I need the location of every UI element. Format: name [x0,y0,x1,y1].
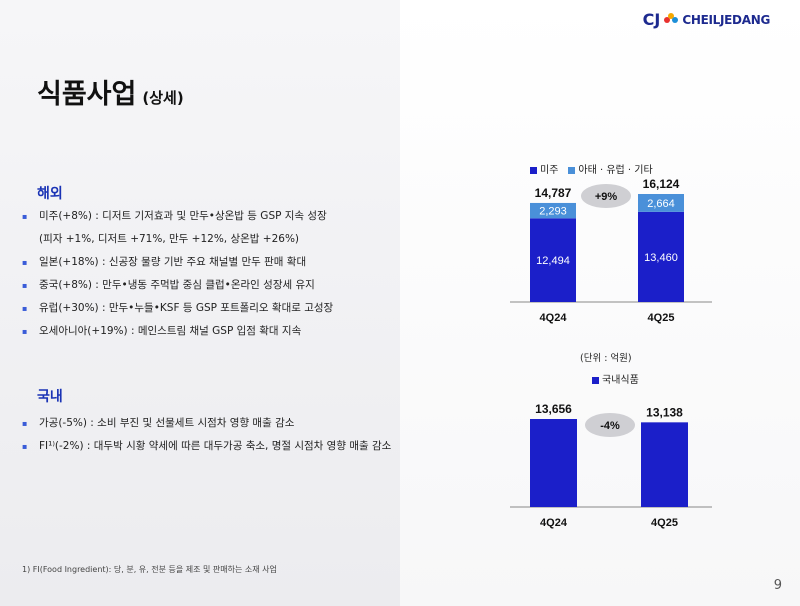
bar-segment-apac-europe-etc [638,194,684,212]
data-label: 13,656 [535,402,572,416]
list-item: FI¹⁾(-2%) : 대두박 시황 약세에 따른 대두가공 축소, 명절 시점… [22,435,391,458]
overseas-list: 미주(+8%) : 디저트 기저효과 및 만두•상온밥 등 GSP 지속 성장 … [22,205,333,343]
list-item: 일본(+18%) : 신공장 물량 기반 주요 채널별 만두 판매 확대 [22,251,333,274]
legend-swatch [530,166,537,174]
legend-label: 아태 · 유럽 · 기타 [578,165,653,176]
unit-label: (단위 : 억원) [580,353,632,364]
category-label: 4Q25 [651,517,678,529]
legend-item-americas: 미주 [530,161,558,176]
bar-domestic-food [641,422,688,507]
logo-mark-icon [664,12,679,27]
chart-domestic-food-sales: 13,656 4Q24 13,138 4Q25 -4% [510,402,712,529]
list-item-continuation: (피자 +1%, 디저트 +71%, 만두 +12%, 상온밥 +26%) [39,233,300,245]
page-title-sub: (상세) [142,89,184,107]
logo-company-name: CHEILJEDANG [682,12,770,27]
section-heading-overseas: 해외 [37,186,63,202]
chart-overseas-sales: 12,494 2,293 14,787 4Q24 13,460 2,664 16,124 4Q… [510,177,712,324]
growth-label: -4% [600,420,620,432]
category-label: 4Q24 [540,312,568,324]
legend-item-domestic-food: 국내식품 [592,371,639,386]
growth-badge [585,413,635,437]
legend-label: 미주 [540,165,559,176]
chart2-legend: 국내식품 [592,371,639,386]
data-label: 13,460 [644,252,678,264]
list-item: 미주(+8%) : 디저트 기저효과 및 만두•상온밥 등 GSP 지속 성장 [22,205,333,228]
list-item: 유럽(+30%) : 만두•누들•KSF 등 GSP 포트폴리오 확대로 고성장 [22,297,333,320]
bar-segment-americas [530,218,576,302]
page-title-main: 식품사업 [37,79,137,110]
total-label: 16,124 [643,177,680,191]
list-item: 오세아니아(+19%) : 메인스트림 채널 GSP 입점 확대 지속 [22,320,333,343]
company-logo: CJ CHEILJEDANG [642,10,771,29]
logo-cj-text: CJ [642,10,661,29]
growth-label: +9% [595,191,618,203]
domestic-list: 가공(-5%) : 소비 부진 및 선물세트 시점차 영향 매출 감소 FI¹⁾… [22,412,391,458]
page-title: 식품사업 (상세) [37,72,184,111]
list-item: 중국(+8%) : 만두•냉동 주먹밥 중심 클럽•온라인 성장세 유지 [22,274,333,297]
footnote: 1) FI(Food Ingredient): 당, 분, 유, 전분 등을 제… [22,565,277,574]
growth-badge [581,184,631,208]
total-label: 14,787 [535,186,572,200]
bar-domestic-food [530,419,577,507]
data-label: 2,293 [539,206,567,218]
legend-swatch [592,376,599,384]
bar-segment-americas [638,211,684,302]
bar-segment-apac-europe-etc [530,202,576,219]
list-item: 가공(-5%) : 소비 부진 및 선물세트 시점차 영향 매출 감소 [22,412,391,435]
category-label: 4Q25 [648,312,675,324]
legend-swatch [568,166,576,174]
chart1-legend: 미주 아태 · 유럽 · 기타 [530,161,653,176]
right-panel-background [400,0,800,606]
data-label: 2,664 [647,198,675,210]
legend-item-apac-europe-etc: 아태 · 유럽 · 기타 [568,161,653,176]
data-label: 12,494 [536,255,570,267]
legend-label: 국내식품 [602,375,639,386]
data-label: 13,138 [646,405,683,419]
category-label: 4Q24 [540,517,568,529]
page-number: 9 [773,578,782,593]
section-heading-domestic: 국내 [37,389,63,405]
